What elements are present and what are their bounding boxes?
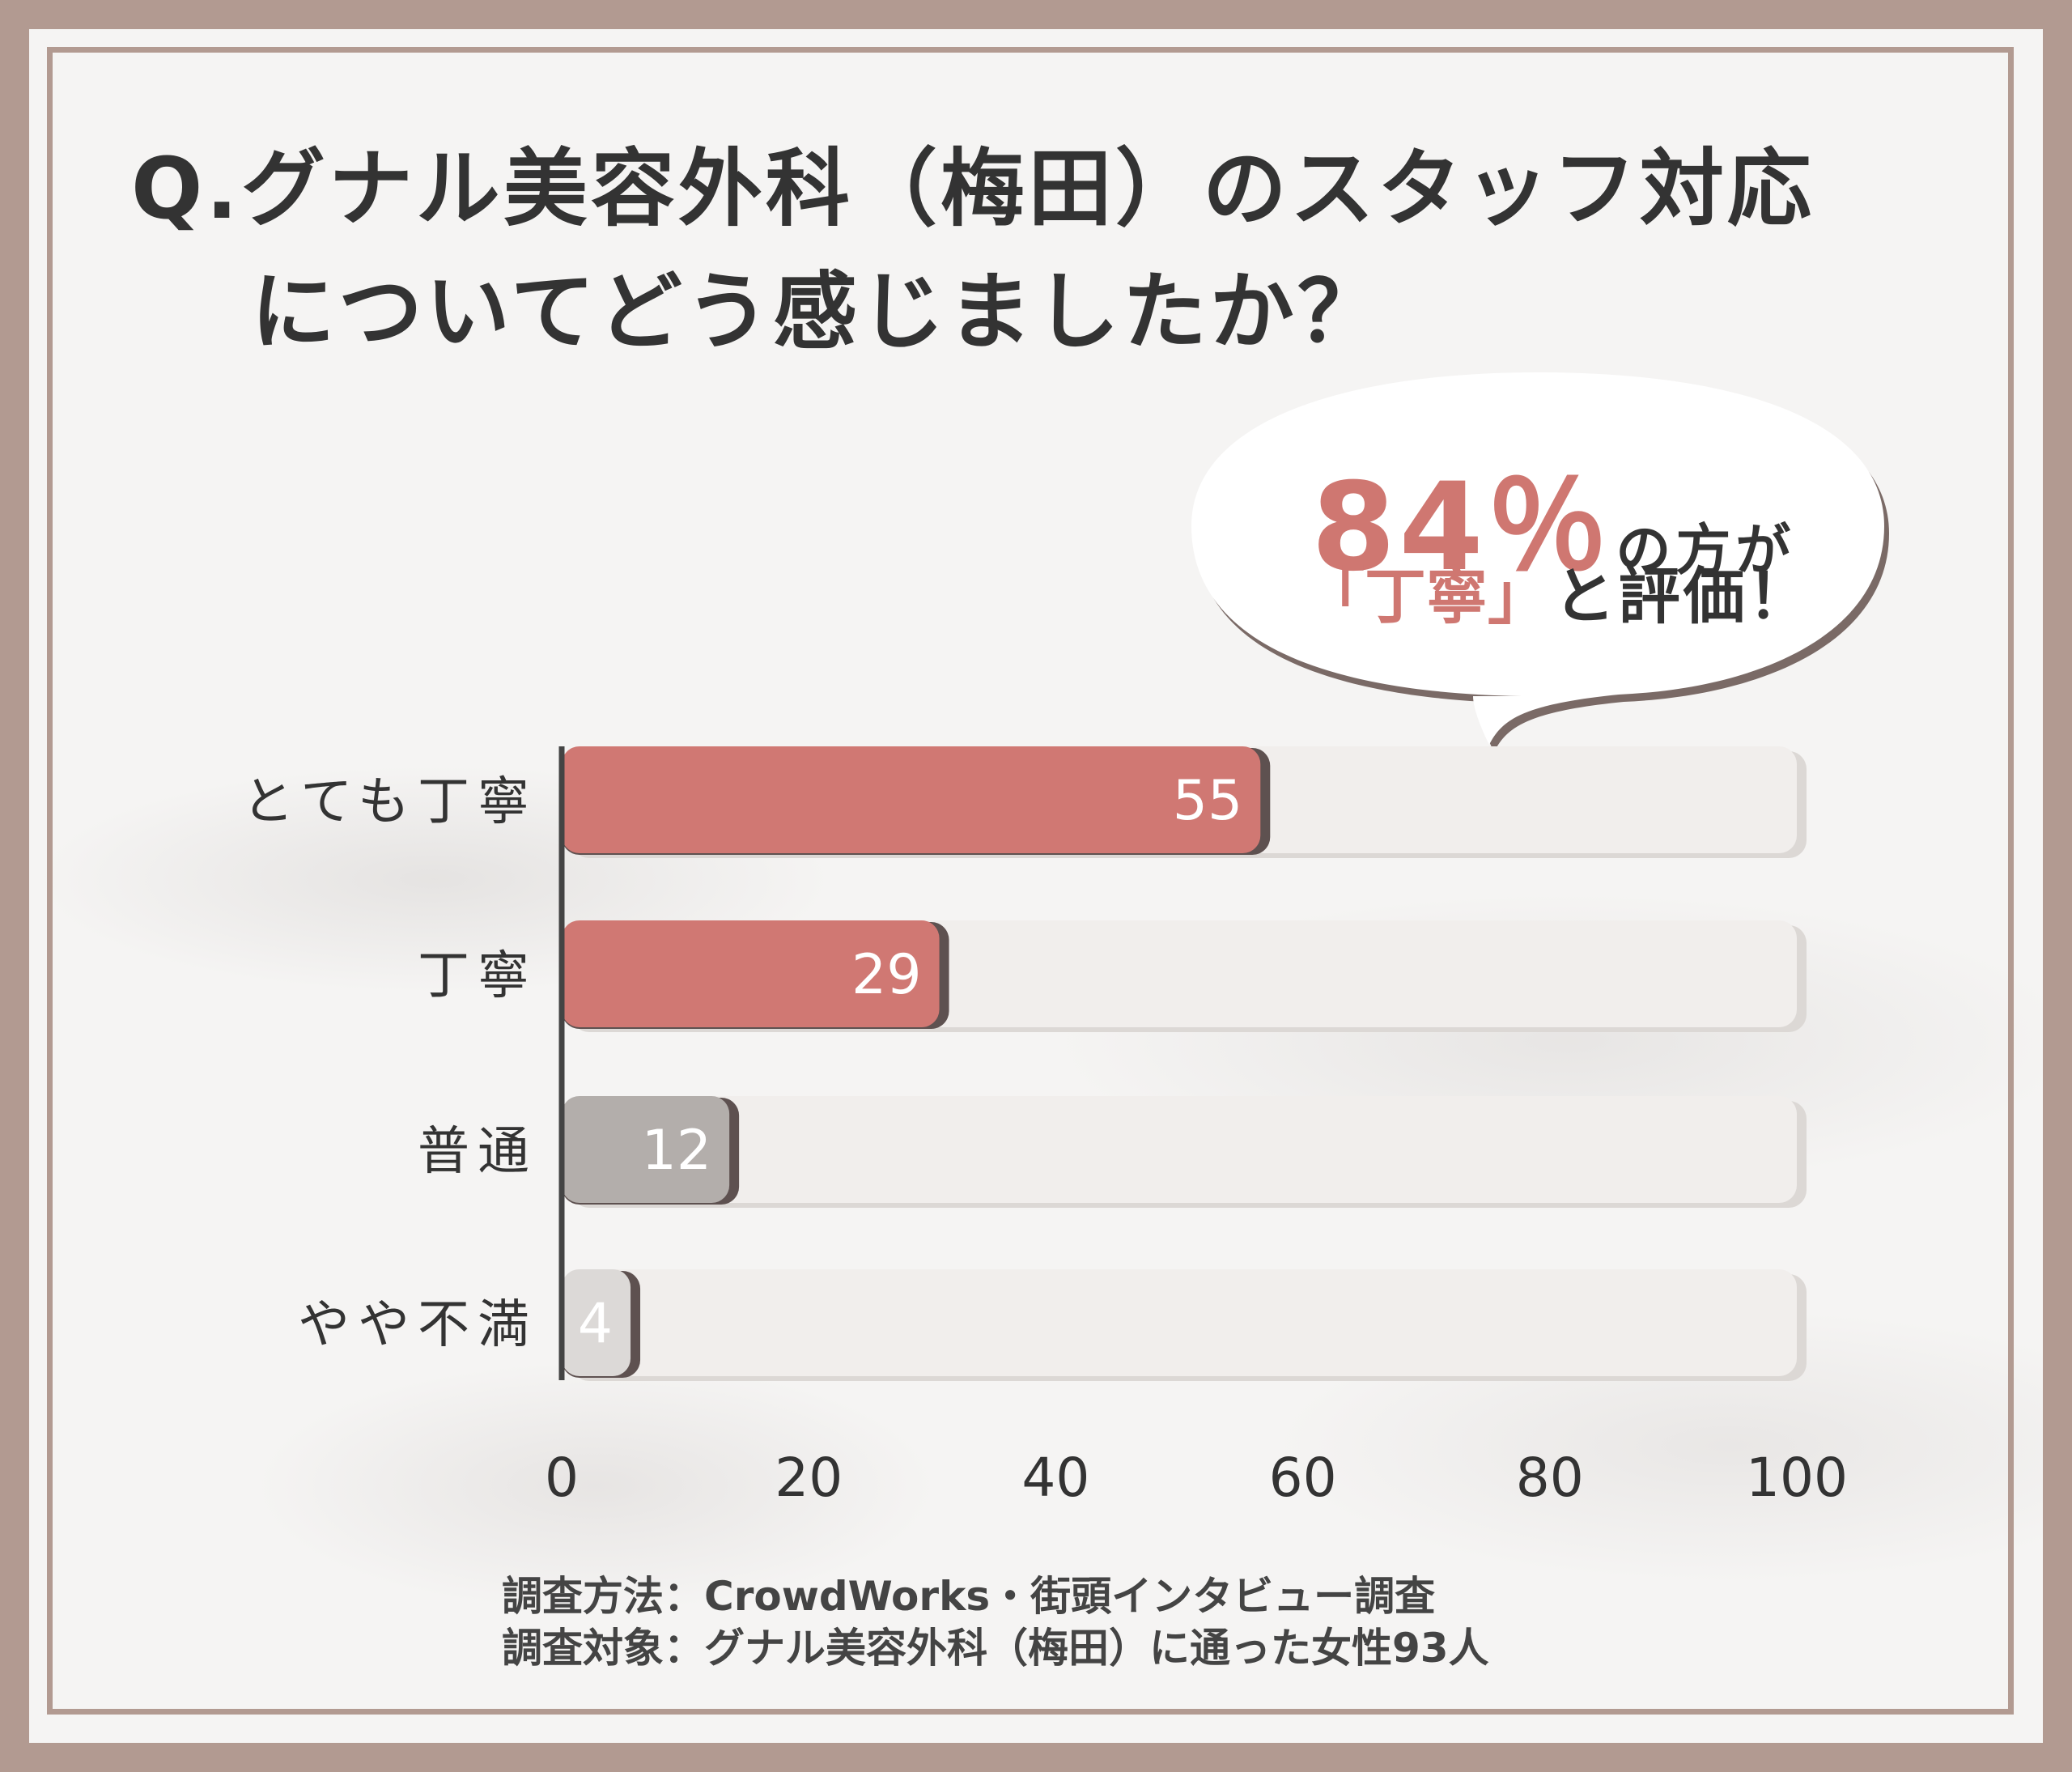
- bar-value-label: 12: [642, 1119, 712, 1183]
- callout-quote: 「丁寧」: [1303, 560, 1549, 632]
- bar: [562, 1096, 730, 1203]
- callout-ending: と評価！: [1553, 560, 1813, 632]
- survey-method: 調査方法：CrowdWorks・街頭インタビュー調査: [502, 1573, 1436, 1620]
- category-label: 普通: [418, 1122, 537, 1182]
- title-line-1: Q.グナル美容外科（梅田）のスタッフ対応: [131, 139, 1815, 238]
- speech-bubble: 84％ の方が 「丁寧」 と評価！: [1182, 364, 1894, 785]
- bar-track: [562, 1096, 1797, 1203]
- x-tick-label: 40: [1021, 1447, 1089, 1509]
- bar: [562, 920, 940, 1027]
- callout-suffix: の方が: [1616, 519, 1796, 583]
- infographic-frame: [29, 29, 2043, 1743]
- category-label: 丁寧: [418, 946, 537, 1006]
- x-tick-label: 0: [545, 1447, 579, 1509]
- title-line-2: についてどう感じましたか？: [251, 262, 1385, 361]
- speech-bubble-shape: [1191, 372, 1889, 785]
- callout-percent: 84％: [1311, 457, 1611, 598]
- bar: [562, 746, 1261, 853]
- bar-value-label: 29: [851, 943, 922, 1007]
- callout-line-1: 84％ の方が: [1311, 429, 1795, 605]
- survey-target: 調査対象：グナル美容外科（梅田）に通った女性93人: [502, 1625, 1489, 1672]
- bar-value-label: 55: [1173, 769, 1243, 833]
- callout-line-2: 「丁寧」 と評価！: [1303, 546, 1813, 635]
- x-tick-label: 80: [1516, 1447, 1584, 1509]
- category-label: やや不満: [298, 1295, 537, 1355]
- survey-footer: 調査方法：CrowdWorks・街頭インタビュー調査 調査対象：グナル美容外科（…: [502, 1570, 1489, 1674]
- inner-border: [47, 47, 2014, 1715]
- bar-track: [562, 1269, 1797, 1376]
- bar-value-label: 4: [578, 1292, 613, 1356]
- x-tick-label: 100: [1746, 1447, 1848, 1509]
- x-tick-label: 20: [775, 1447, 843, 1509]
- bar: [562, 1269, 631, 1376]
- x-tick-label: 60: [1269, 1447, 1337, 1509]
- category-label: とても丁寧: [242, 772, 537, 832]
